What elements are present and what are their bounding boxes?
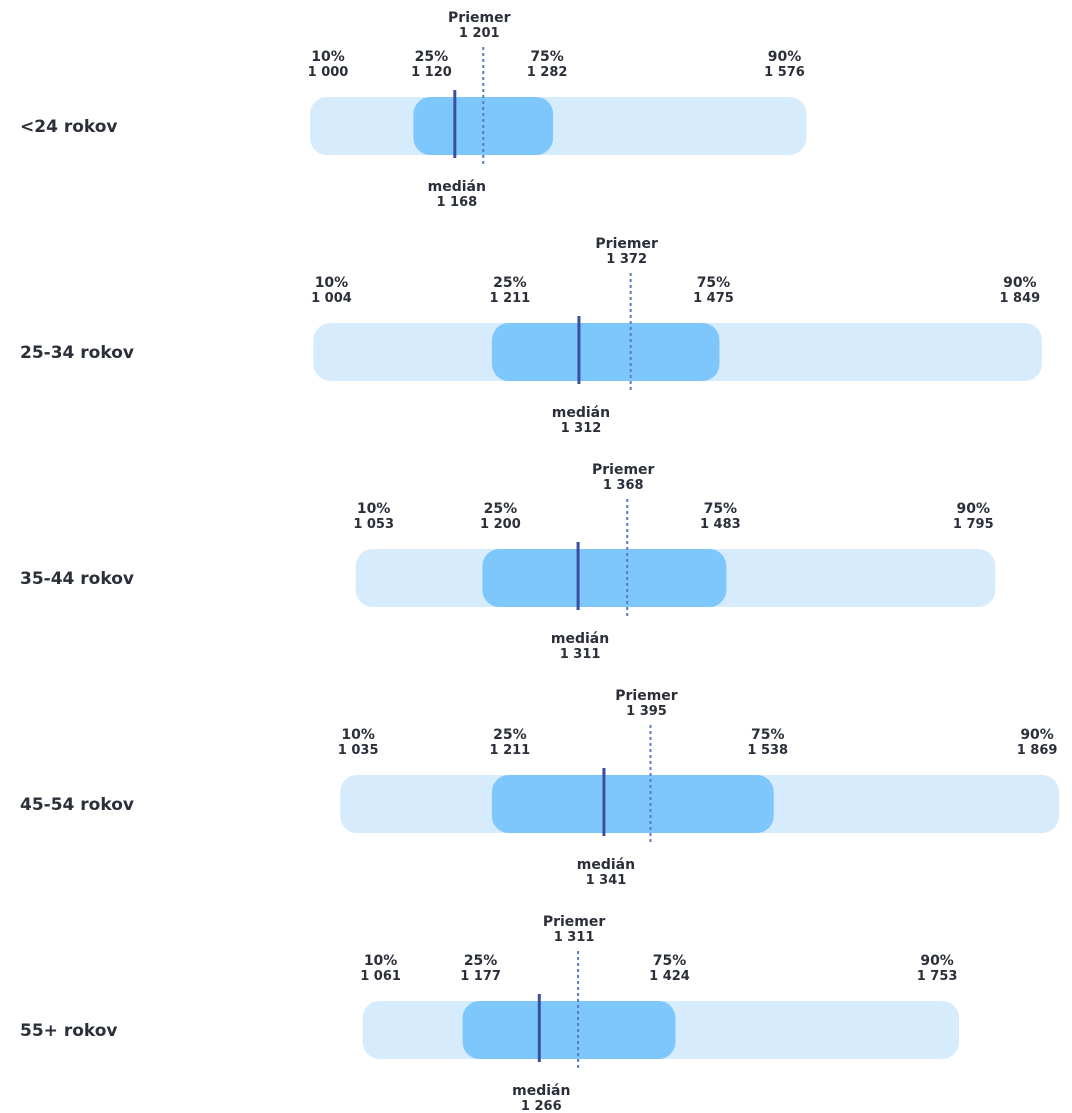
p25-value: 1 211 (490, 743, 531, 758)
mean-label: Priemer (615, 688, 678, 704)
mean-value: 1 372 (606, 252, 647, 267)
mean-label: Priemer (592, 462, 655, 478)
p25-p75-band (462, 1001, 676, 1059)
category-label: 25-34 rokov (20, 343, 134, 363)
p10-value: 1 035 (338, 743, 379, 758)
p10-value: 1 061 (360, 969, 401, 984)
p25-label: 25% (493, 275, 527, 291)
category-label: <24 rokov (20, 117, 118, 137)
mean-label: Priemer (543, 914, 606, 930)
p25-value: 1 177 (460, 969, 501, 984)
mean-value: 1 311 (554, 930, 595, 945)
mean-value: 1 395 (626, 704, 667, 719)
mean-value: 1 368 (603, 478, 644, 493)
p90-value: 1 576 (764, 65, 805, 80)
p90-value: 1 869 (1017, 743, 1058, 758)
p25-label: 25% (415, 49, 449, 65)
mean-label: Priemer (595, 236, 658, 252)
mean-value: 1 201 (459, 26, 500, 41)
p75-label: 75% (751, 727, 785, 743)
median-value: 1 168 (436, 195, 477, 210)
p25-label: 25% (484, 501, 518, 517)
p90-label: 90% (920, 953, 954, 969)
p75-value: 1 282 (527, 65, 568, 80)
p25-label: 25% (493, 727, 527, 743)
median-label: medián (552, 405, 610, 421)
p75-label: 75% (653, 953, 687, 969)
p90-value: 1 753 (917, 969, 958, 984)
p90-label: 90% (768, 49, 802, 65)
p75-value: 1 424 (649, 969, 690, 984)
p75-label: 75% (530, 49, 564, 65)
p10-label: 10% (364, 953, 398, 969)
p90-value: 1 795 (953, 517, 994, 532)
p10-label: 10% (315, 275, 349, 291)
p90-value: 1 849 (999, 291, 1040, 306)
median-value: 1 341 (586, 873, 627, 888)
category-label: 55+ rokov (20, 1021, 118, 1041)
median-label: medián (551, 631, 609, 647)
p90-label: 90% (957, 501, 991, 517)
p10-label: 10% (357, 501, 391, 517)
median-value: 1 311 (560, 647, 601, 662)
median-label: medián (428, 179, 486, 195)
category-label: 35-44 rokov (20, 569, 134, 589)
p75-value: 1 483 (700, 517, 741, 532)
mean-label: Priemer (448, 10, 511, 26)
p90-label: 90% (1003, 275, 1037, 291)
median-label: medián (512, 1083, 570, 1099)
p75-value: 1 475 (693, 291, 734, 306)
p90-label: 90% (1020, 727, 1054, 743)
p10-label: 10% (311, 49, 345, 65)
median-value: 1 312 (561, 421, 602, 436)
p10-value: 1 000 (308, 65, 349, 80)
p25-p75-band (491, 775, 774, 833)
p25-p75-band (491, 323, 720, 381)
median-label: medián (577, 857, 635, 873)
p25-value: 1 200 (480, 517, 521, 532)
p10-value: 1 053 (353, 517, 394, 532)
p10-value: 1 004 (311, 291, 352, 306)
p75-label: 75% (704, 501, 738, 517)
p10-p90-band (310, 97, 807, 155)
category-label: 45-54 rokov (20, 795, 134, 815)
p75-value: 1 538 (747, 743, 788, 758)
p10-label: 10% (341, 727, 375, 743)
p25-label: 25% (464, 953, 498, 969)
p25-p75-band (482, 549, 727, 607)
median-value: 1 266 (521, 1099, 562, 1113)
p25-value: 1 211 (490, 291, 531, 306)
p25-value: 1 120 (411, 65, 452, 80)
p75-label: 75% (697, 275, 731, 291)
